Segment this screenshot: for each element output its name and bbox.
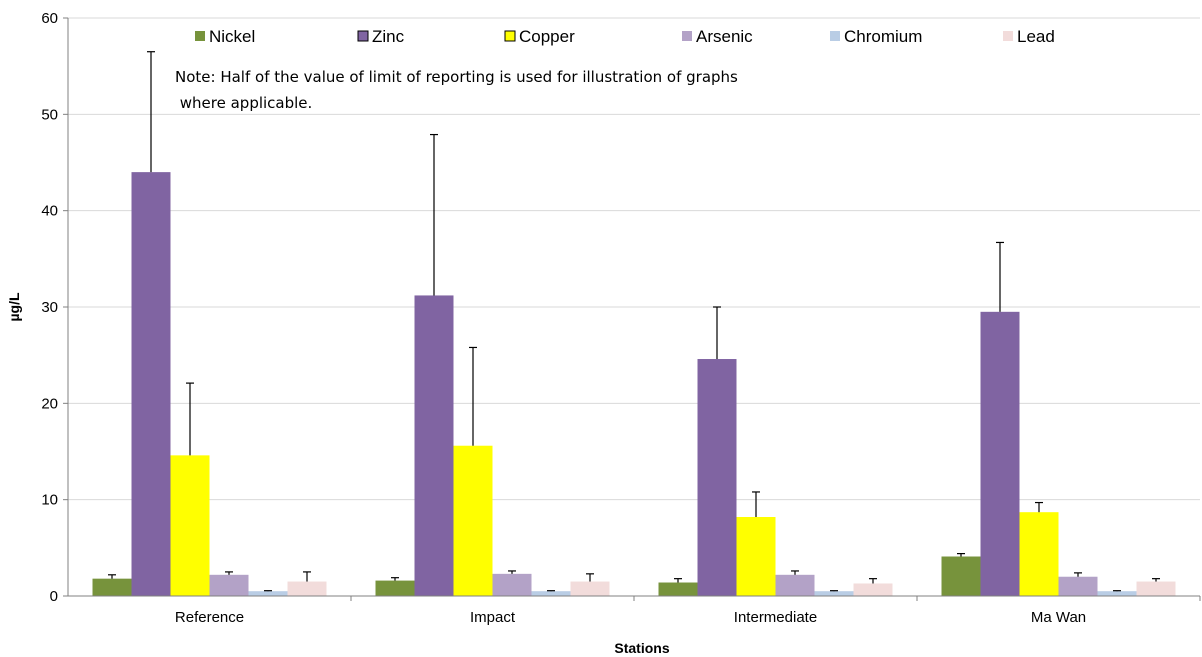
bar-copper [736,517,776,596]
bar-zinc [697,359,737,596]
y-tick-label: 40 [41,203,58,220]
bar-zinc [980,311,1020,596]
bar-chromium [531,591,571,596]
bar-zinc [131,172,171,596]
bar-chromium [248,591,288,596]
legend-swatch-copper [504,30,516,42]
bar-copper [170,455,210,596]
legend-swatch-chromium [830,31,840,41]
legend-swatch-arsenic [682,31,692,41]
y-axis-title: µg/L [6,292,22,322]
axes [63,17,1201,601]
bar-copper [1019,512,1059,596]
bar-lead [853,583,893,596]
note-line-1: Note: Half of the value of limit of repo… [175,68,738,86]
bars [92,172,1176,596]
legend-swatch-lead [1003,31,1013,41]
bar-nickel [92,578,132,596]
legend-label-nickel: Nickel [209,27,255,46]
x-category-label: Ma Wan [1031,609,1086,626]
bar-arsenic [1058,576,1098,596]
legend: Nickel Zinc Copper Arsenic Chromium Lead [195,27,1055,46]
bar-arsenic [209,574,249,596]
y-tick-label: 30 [41,299,58,316]
x-category-labels: Reference Impact Intermediate Ma Wan [175,609,1086,626]
bar-arsenic [775,574,815,596]
bar-chromium [814,591,854,596]
legend-swatch-zinc [357,30,369,42]
bar-nickel [941,556,981,596]
bar-nickel [375,580,415,596]
y-tick-label: 60 [41,10,58,27]
bar-lead [570,581,610,596]
y-tick-labels: 0 10 20 30 40 50 60 [41,10,58,605]
note-line-2: where applicable. [175,94,312,112]
y-tick-label: 50 [41,106,58,123]
bar-copper [453,445,493,596]
x-category-label: Reference [175,609,244,626]
y-tick-label: 20 [41,395,58,412]
bar-lead [287,581,327,596]
gridlines [68,17,1200,501]
bar-lead [1136,581,1176,596]
legend-swatch-nickel [195,31,205,41]
y-tick-label: 0 [50,588,58,605]
x-category-label: Impact [470,609,516,626]
bar-nickel [658,582,698,596]
legend-label-copper: Copper [519,27,575,46]
x-category-label: Intermediate [734,609,817,626]
legend-label-zinc: Zinc [372,27,405,46]
y-tick-label: 10 [41,492,58,509]
bar-arsenic [492,573,532,596]
legend-label-lead: Lead [1017,27,1055,46]
error-bars [108,51,1160,592]
bar-chromium [1097,591,1137,596]
legend-label-chromium: Chromium [844,27,922,46]
bar-zinc [414,295,454,596]
legend-label-arsenic: Arsenic [696,27,753,46]
x-axis-title: Stations [614,640,669,656]
